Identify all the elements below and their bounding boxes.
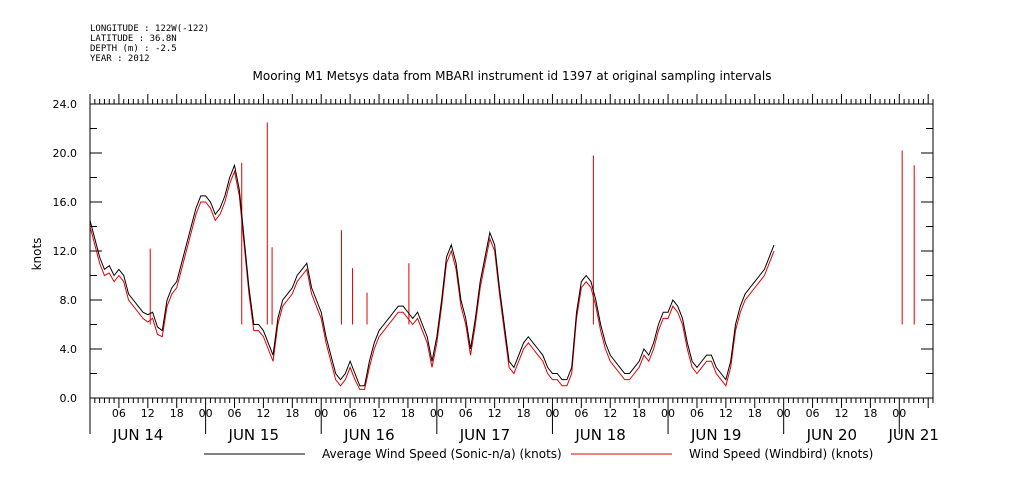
x-axis: 06 12 18 00 06 12 18 00 06 12 18 00 06 12 18 00 06 12 18 00…	[89, 94, 939, 444]
y-tick-label: 20.0	[53, 147, 78, 160]
depth-text: DEPTH (m) : -2.5	[90, 44, 177, 54]
y-tick-label: 8.0	[60, 294, 78, 307]
plot-frame	[89, 103, 934, 399]
x-day-label: JUN 15	[228, 426, 279, 444]
x-hour-label: 12	[834, 407, 848, 420]
x-day-label: JUN 17	[459, 426, 510, 444]
x-hour-label: 18	[632, 407, 646, 420]
x-hour-label: 00	[199, 407, 213, 420]
y-tick-label: 4.0	[60, 343, 78, 356]
x-hour-label: 18	[170, 407, 184, 420]
series-layer	[89, 122, 915, 390]
x-hour-label: 00	[545, 407, 559, 420]
y-tick-label: 24.0	[53, 98, 78, 111]
x-hour-label: 12	[141, 407, 155, 420]
series-windbird-line	[89, 169, 775, 390]
x-day-label: JUN 19	[690, 426, 741, 444]
x-hour-label: 06	[459, 407, 473, 420]
legend-label-average: Average Wind Speed (Sonic-n/a) (knots)	[322, 447, 562, 461]
y-axis-label: knots	[30, 238, 44, 271]
x-hour-label: 00	[892, 407, 906, 420]
x-day-label: JUN 21	[887, 426, 938, 444]
x-hour-label: 06	[574, 407, 588, 420]
plot-border	[89, 103, 934, 399]
x-hour-label: 18	[285, 407, 299, 420]
x-hour-label: 06	[112, 407, 126, 420]
x-hour-label: 06	[343, 407, 357, 420]
x-hour-label: 18	[517, 407, 531, 420]
metadata-block: LONGITUDE : 122W(-122) LATITUDE : 36.8N …	[90, 24, 209, 64]
y-tick-label: 0.0	[60, 392, 78, 405]
latitude-text: LATITUDE : 36.8N	[90, 34, 177, 44]
x-hour-label: 00	[777, 407, 791, 420]
x-day-label: JUN 18	[574, 426, 625, 444]
legend: Average Wind Speed (Sonic-n/a) (knots) W…	[204, 447, 873, 461]
x-hour-label: 12	[488, 407, 502, 420]
x-hour-label: 00	[661, 407, 675, 420]
x-hour-label: 00	[314, 407, 328, 420]
x-hour-label: 18	[748, 407, 762, 420]
year-text: YEAR : 2012	[90, 54, 150, 64]
x-day-label: JUN 20	[806, 426, 857, 444]
x-hour-label: 06	[806, 407, 820, 420]
chart-title: Mooring M1 Metsys data from MBARI instru…	[253, 69, 772, 83]
x-hour-label: 12	[372, 407, 386, 420]
x-hour-label: 00	[430, 407, 444, 420]
x-hour-label: 12	[603, 407, 617, 420]
series-average-line	[89, 163, 775, 387]
x-hour-label: 18	[863, 407, 877, 420]
x-hour-label: 06	[228, 407, 242, 420]
legend-label-windbird: Wind Speed (Windbird) (knots)	[689, 447, 873, 461]
x-day-label: JUN 14	[112, 426, 163, 444]
x-day-label: JUN 16	[343, 426, 394, 444]
x-hour-label: 18	[401, 407, 415, 420]
x-hour-label: 06	[690, 407, 704, 420]
longitude-text: LONGITUDE : 122W(-122)	[90, 24, 209, 34]
y-tick-label: 16.0	[53, 196, 78, 209]
y-tick-label: 12.0	[53, 245, 78, 258]
x-hour-label: 12	[719, 407, 733, 420]
x-hour-label: 12	[256, 407, 270, 420]
